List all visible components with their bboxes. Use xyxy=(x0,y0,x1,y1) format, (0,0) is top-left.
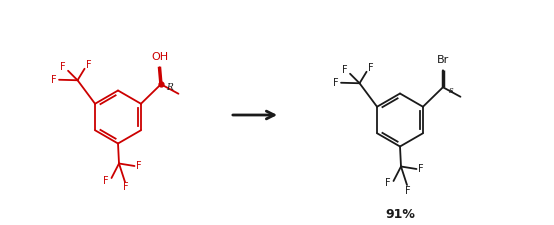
Text: F: F xyxy=(103,176,109,185)
Text: F: F xyxy=(385,178,391,189)
Text: F: F xyxy=(86,60,91,70)
Text: F: F xyxy=(333,78,338,88)
Text: F: F xyxy=(123,182,129,193)
Text: F: F xyxy=(342,65,347,75)
Text: F: F xyxy=(51,75,57,85)
Text: Br: Br xyxy=(437,55,450,65)
Text: OH: OH xyxy=(151,52,168,62)
Text: 91%: 91% xyxy=(385,209,415,221)
Text: F: F xyxy=(136,161,142,171)
Polygon shape xyxy=(160,67,161,84)
Text: F: F xyxy=(368,63,373,73)
Text: F: F xyxy=(418,164,424,174)
Text: F: F xyxy=(60,62,65,72)
Text: s: s xyxy=(448,86,453,95)
Text: R: R xyxy=(166,83,173,92)
Text: F: F xyxy=(405,185,411,196)
